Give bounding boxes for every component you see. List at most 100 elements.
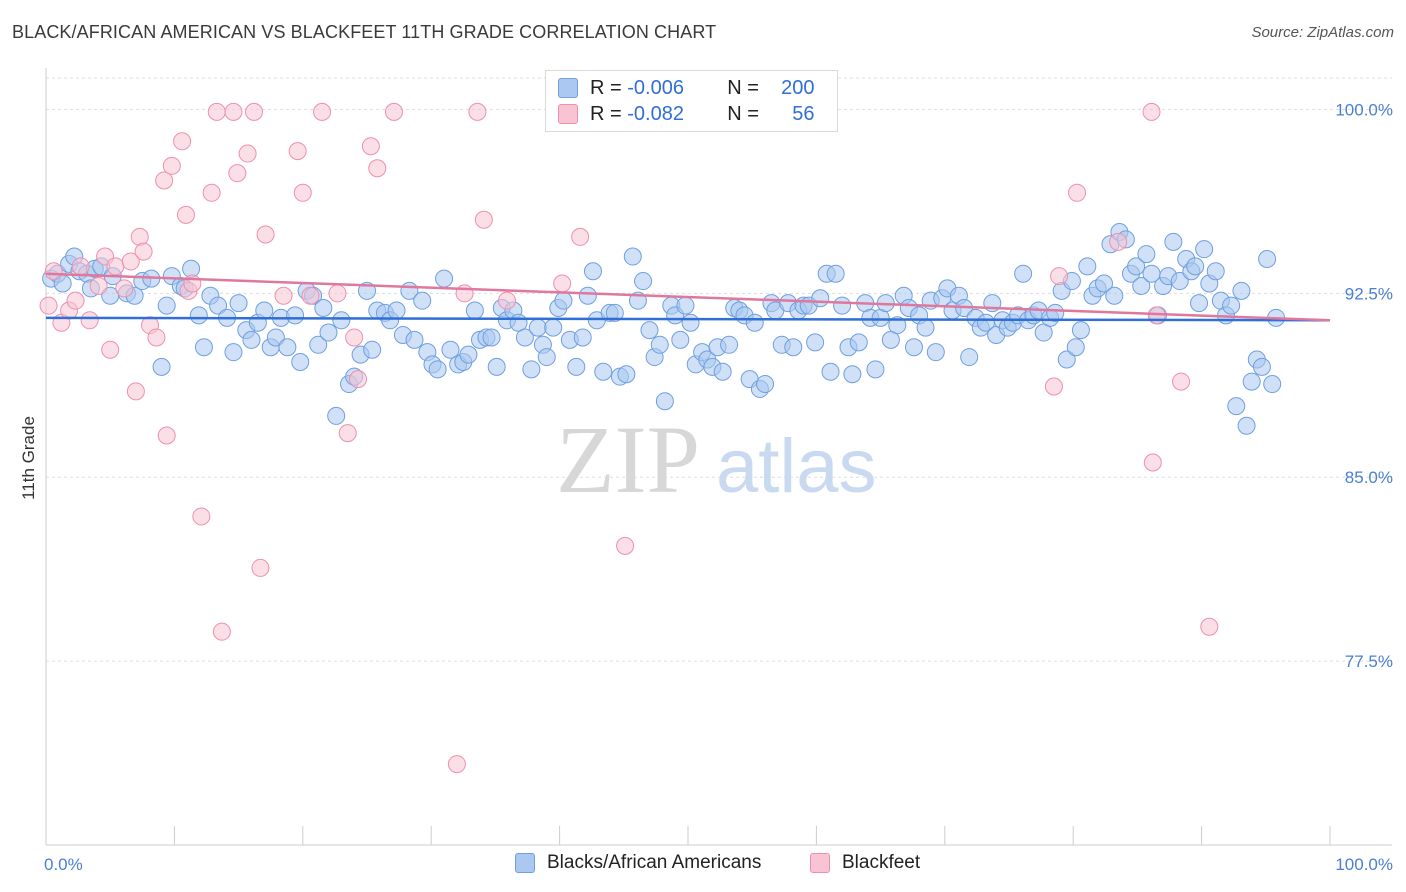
point-blacks	[229, 294, 248, 313]
point-blackfeet	[126, 382, 145, 401]
point-blackfeet	[155, 171, 174, 190]
point-blackfeet	[384, 102, 403, 121]
point-blacks	[363, 340, 382, 359]
point-blackfeet	[115, 279, 134, 298]
point-blackfeet	[368, 159, 387, 178]
point-blackfeet	[101, 340, 120, 359]
point-blackfeet	[130, 227, 149, 246]
point-blackfeet	[293, 183, 312, 202]
point-blacks	[255, 301, 274, 320]
point-blacks	[266, 328, 285, 347]
point-blackfeet	[157, 426, 176, 445]
point-blacks	[849, 333, 868, 352]
legend-r-value: -0.082	[627, 102, 684, 125]
y-tick-labels: 100.0% 92.5% 85.0% 77.5%	[1335, 100, 1393, 671]
series-swatch-blacks	[515, 853, 535, 873]
point-blacks	[578, 286, 597, 305]
series-swatch-blackfeet	[810, 853, 830, 873]
y-tick-label: 100.0%	[1335, 100, 1393, 119]
correlation-legend: R = -0.006 N = 200 R = -0.082 N = 56	[545, 70, 838, 132]
point-blacks	[544, 318, 563, 337]
point-blacks	[904, 338, 923, 357]
point-blacks	[291, 352, 310, 371]
point-blacks	[152, 357, 171, 376]
point-blackfeet	[328, 284, 347, 303]
watermark-atlas: atlas	[716, 424, 877, 509]
point-blacks	[1105, 286, 1124, 305]
point-blacks	[1237, 416, 1256, 435]
point-blacks	[1222, 296, 1241, 315]
point-blackfeet	[173, 132, 192, 151]
point-blacks	[286, 306, 305, 325]
point-blacks	[482, 328, 501, 347]
point-blacks	[1164, 232, 1183, 251]
point-blacks	[1071, 321, 1090, 340]
watermark-zip: ZIP	[556, 406, 700, 513]
y-axis-label: 11th Grade	[19, 416, 38, 500]
legend-r-label: R =	[590, 102, 628, 125]
series-label-blacks: Blacks/African Americans	[547, 852, 762, 873]
point-blacks	[811, 289, 830, 308]
point-blacks	[413, 291, 432, 310]
point-blackfeet	[202, 183, 221, 202]
legend-r-value: -0.006	[627, 76, 684, 99]
point-blacks	[428, 360, 447, 379]
data-points	[39, 102, 1286, 774]
series-blacks	[42, 223, 1286, 435]
point-blacks	[1066, 338, 1085, 357]
point-blacks	[605, 303, 624, 322]
point-blacks	[960, 348, 979, 367]
point-blackfeet	[147, 328, 166, 347]
point-blacks	[209, 296, 228, 315]
point-blackfeet	[162, 156, 181, 175]
series-legend-blacks: Blacks/African Americans	[515, 852, 761, 874]
chart-title: BLACK/AFRICAN AMERICAN VS BLACKFEET 11TH…	[12, 22, 717, 42]
point-blackfeet	[288, 142, 307, 161]
point-blacks	[888, 316, 907, 335]
point-blackfeet	[474, 210, 493, 229]
y-tick-label: 77.5%	[1345, 652, 1393, 671]
point-blackfeet	[224, 102, 243, 121]
point-blacks	[655, 392, 674, 411]
legend-n-label: N =	[727, 102, 765, 125]
series-legend: Blacks/African Americans Blackfeet	[0, 852, 1406, 878]
point-blackfeet	[349, 370, 368, 389]
point-blackfeet	[1068, 183, 1087, 202]
point-blackfeet	[571, 227, 590, 246]
point-blacks	[784, 338, 803, 357]
point-blacks	[1190, 294, 1209, 313]
point-blackfeet	[121, 252, 140, 271]
point-blackfeet	[553, 274, 572, 293]
point-blackfeet	[66, 291, 85, 310]
point-blackfeet	[245, 102, 264, 121]
point-blacks	[594, 362, 613, 381]
point-blacks	[826, 264, 845, 283]
point-blacks	[650, 335, 669, 354]
point-blacks	[567, 357, 586, 376]
point-blackfeet	[238, 144, 257, 163]
point-blackfeet	[345, 328, 364, 347]
point-blacks	[441, 340, 460, 359]
point-blacks	[459, 345, 478, 364]
point-blacks	[1046, 303, 1065, 322]
point-blacks	[916, 318, 935, 337]
x-tick-label: 100.0%	[1335, 855, 1393, 874]
point-blackfeet	[497, 291, 516, 310]
point-blacks	[756, 375, 775, 394]
point-blackfeet	[71, 257, 90, 276]
point-blacks	[1242, 372, 1261, 391]
point-blackfeet	[361, 137, 380, 156]
legend-row-blackfeet: R = -0.082 N = 56	[558, 101, 815, 127]
point-blacks	[866, 360, 885, 379]
point-blackfeet	[1050, 267, 1069, 286]
point-blacks	[224, 343, 243, 362]
point-blacks	[528, 318, 547, 337]
point-blacks	[278, 338, 297, 357]
point-blacks	[1252, 357, 1271, 376]
point-blackfeet	[1142, 102, 1161, 121]
point-blacks	[1095, 274, 1114, 293]
point-blacks	[1227, 397, 1246, 416]
point-blacks	[833, 296, 852, 315]
legend-r-label: R =	[590, 76, 628, 99]
y-tick-label: 85.0%	[1345, 468, 1393, 487]
